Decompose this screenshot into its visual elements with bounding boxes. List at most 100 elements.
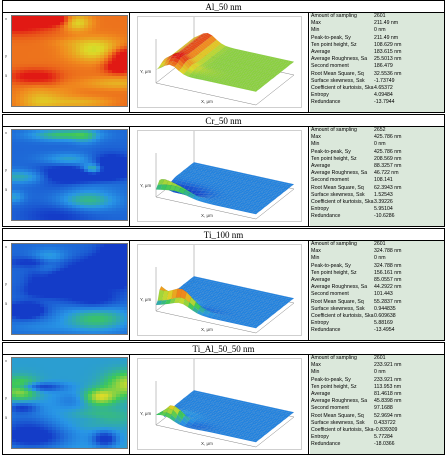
stat-value: 0.433722 bbox=[374, 419, 396, 426]
stat-row: Entropy 5.77284 bbox=[311, 434, 443, 441]
stat-label: Second moment bbox=[311, 291, 349, 298]
stat-row: Amount of sampling 2601 bbox=[311, 13, 443, 20]
stat-label: Peak-to-peak, Sy bbox=[311, 262, 351, 269]
stat-row: Average Roughness, Sa 45.8398 nm bbox=[311, 398, 443, 405]
stat-label: Max bbox=[311, 20, 321, 27]
stat-value: 45.8398 nm bbox=[374, 398, 402, 405]
stat-label: Max bbox=[311, 134, 321, 141]
stat-label: Min bbox=[311, 255, 320, 262]
surface-3d-image: X, μm Y, μm bbox=[140, 359, 295, 448]
stat-value: 211.49 nm bbox=[374, 20, 399, 27]
stat-value: 211.49 nm bbox=[374, 34, 399, 41]
statistics-cell: Amount of sampling 2601 Max 233.921 nm Min 0 … bbox=[310, 355, 444, 454]
stat-value: 55.2837 nm bbox=[374, 298, 402, 305]
stat-label: Redundance bbox=[311, 327, 341, 334]
stat-label: Average bbox=[311, 390, 331, 397]
surface-3d-image: X, μm Y, μm bbox=[140, 17, 295, 106]
stat-label: Coefficient of kurtoisis, Ska bbox=[311, 198, 374, 205]
stat-value: 0 nm bbox=[374, 255, 386, 262]
stat-value: 81.4618 nm bbox=[374, 390, 402, 397]
stat-label: Average bbox=[311, 276, 331, 283]
stat-value: 4.09484 bbox=[374, 92, 393, 99]
stat-row: Redundance -10.6286 bbox=[311, 213, 443, 220]
stat-value: 156.161 nm bbox=[374, 269, 402, 276]
stat-row: Redundance -18.0366 bbox=[311, 441, 443, 448]
surface-axis-label: Y, μm bbox=[140, 297, 152, 302]
surface-3d-plot: X, μm Y, μm bbox=[137, 244, 302, 336]
stat-row: Max 324.788 nm bbox=[311, 248, 443, 255]
stat-label: Amount of sampling bbox=[311, 127, 357, 133]
surface-3d-cell: X, μm Y, μm bbox=[131, 127, 309, 226]
stat-value: 233.921 nm bbox=[374, 376, 402, 383]
stat-row: Peak-to-peak, Sy 233.921 nm bbox=[311, 377, 443, 384]
map-axis-tick: 5 bbox=[5, 415, 8, 420]
stat-label: Average bbox=[311, 162, 331, 169]
stat-label: Max bbox=[311, 362, 321, 369]
statistics-table: Amount of sampling 2601 Max 233.921 nm Min 0 … bbox=[311, 355, 443, 448]
stat-value: 88.3257 nm bbox=[374, 162, 402, 169]
stat-label: Peak-to-peak, Sy bbox=[311, 148, 351, 155]
stat-row: Max 211.49 nm bbox=[311, 20, 443, 27]
stat-label: Amount of sampling bbox=[311, 241, 357, 247]
stat-value: 5.95104 bbox=[374, 206, 393, 213]
statistics-table: Amount of sampling 2652 Max 425.786 nm Min 0 … bbox=[311, 127, 443, 220]
stat-label: Second moment bbox=[311, 177, 349, 184]
stat-value: 0.609638 bbox=[374, 312, 396, 319]
stat-label: Coefficient of kurtoisis, Ska bbox=[311, 312, 374, 319]
stat-value: 186.479 bbox=[374, 63, 393, 70]
stat-row: Surface skewness, Ssk 0.944835 bbox=[311, 306, 443, 313]
statistics-cell: Amount of sampling 2652 Max 425.786 nm Min 0 … bbox=[310, 127, 444, 226]
stat-value: 233.921 nm bbox=[374, 362, 402, 369]
stat-value: 2601 bbox=[374, 355, 386, 361]
stat-value: 108.141 bbox=[374, 177, 393, 184]
stat-value: 5.88169 bbox=[374, 320, 393, 327]
stat-value: 0 nm bbox=[374, 141, 386, 148]
stat-label: Ten point height, Sz bbox=[311, 383, 357, 390]
surface-axis-label: X, μm bbox=[201, 441, 213, 446]
stat-row: Root Mean Square, Sq 32.5536 nm bbox=[311, 71, 443, 78]
roughness-map bbox=[11, 243, 128, 335]
roughness-map-cell: x y 5 bbox=[3, 241, 130, 340]
stat-label: Average Roughness, Sa bbox=[311, 170, 368, 177]
stat-row: Average 183.615 nm bbox=[311, 49, 443, 56]
stat-label: Amount of sampling bbox=[311, 13, 357, 19]
roughness-map-cell: x y 5 bbox=[3, 355, 130, 454]
map-axis-tick: x bbox=[5, 16, 7, 21]
statistics-cell: Amount of sampling 2601 Max 324.788 nm Min 0 … bbox=[310, 241, 444, 340]
stat-value: 85.0557 nm bbox=[374, 276, 402, 283]
statistics-table: Amount of sampling 2601 Max 324.788 nm Min 0 … bbox=[311, 241, 443, 334]
stat-label: Ten point height, Sz bbox=[311, 269, 357, 276]
surface-axis-label: X, μm bbox=[201, 99, 213, 104]
statistics-table: Amount of sampling 2601 Max 211.49 nm Min 0 n… bbox=[311, 13, 443, 106]
stat-value: -1.73749 bbox=[374, 77, 395, 84]
stat-value: 208.569 nm bbox=[374, 155, 402, 162]
stat-label: Average Roughness, Sa bbox=[311, 284, 368, 291]
stat-value: 425.786 nm bbox=[374, 148, 402, 155]
map-axis-tick: x bbox=[5, 358, 7, 363]
stat-row: Second moment 97.1688 bbox=[311, 405, 443, 412]
surface-3d-plot: X, μm Y, μm bbox=[137, 130, 302, 222]
stat-row: Coefficient of kurtoisis, Ska 4.65372 bbox=[311, 85, 443, 92]
stat-label: Surface skewness, Ssk bbox=[311, 191, 365, 198]
stat-label: Min bbox=[311, 141, 320, 148]
stat-row: Redundance -13.7944 bbox=[311, 99, 443, 106]
stat-value: -13.7944 bbox=[374, 99, 395, 106]
roughness-map-cell: x y 5 bbox=[3, 13, 130, 112]
surface-3d-plot: X, μm Y, μm bbox=[137, 358, 302, 450]
stat-label: Redundance bbox=[311, 213, 341, 220]
stat-value: 62.3943 nm bbox=[374, 184, 402, 191]
stat-row: Average Roughness, Sa 44.2922 nm bbox=[311, 284, 443, 291]
stat-value: 0.944835 bbox=[374, 305, 396, 312]
roughness-map bbox=[11, 357, 128, 449]
stat-row: Average 81.4618 nm bbox=[311, 391, 443, 398]
stat-row: Second moment 108.141 bbox=[311, 177, 443, 184]
stat-value: 2601 bbox=[374, 241, 386, 247]
map-axis-tick: x bbox=[5, 130, 7, 135]
surface-axis-label: Y, μm bbox=[140, 183, 152, 188]
roughness-map-image bbox=[12, 358, 127, 448]
stat-label: Average bbox=[311, 48, 331, 55]
surface-axis-label: X, μm bbox=[201, 213, 213, 218]
stat-value: 32.5536 nm bbox=[374, 70, 402, 77]
